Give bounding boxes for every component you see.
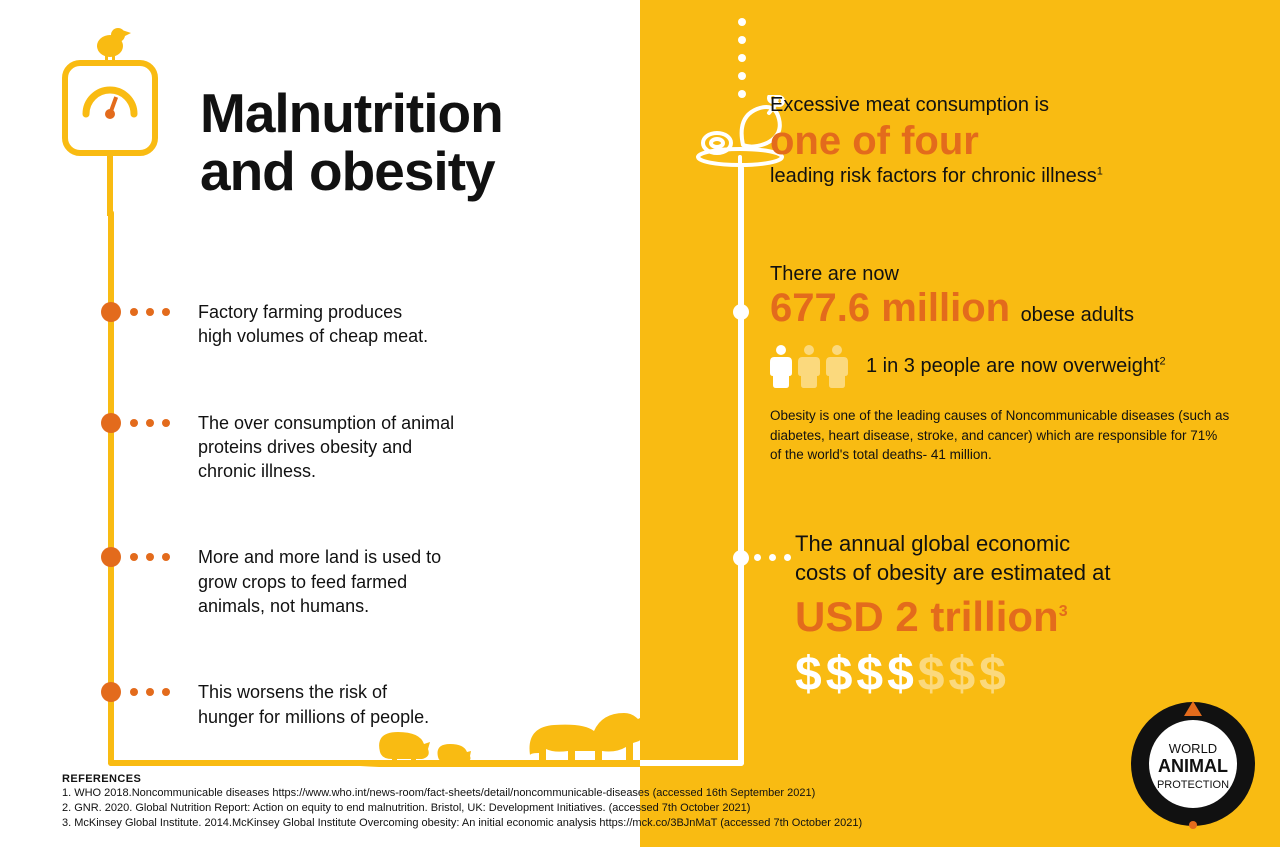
stat-lead: There are now bbox=[770, 263, 1240, 286]
dollar-row-icon: $$$$$$$ bbox=[795, 647, 1235, 702]
stat-block-risk-factor: Excessive meat consumption is one of fou… bbox=[770, 94, 1230, 188]
stat-tail: leading risk factors for chronic illness… bbox=[770, 165, 1230, 188]
stat-big: USD 2 trillion3 bbox=[795, 593, 1235, 641]
people-icon bbox=[770, 344, 848, 388]
farm-animals-icon bbox=[360, 697, 660, 767]
bullet-dot-icon bbox=[101, 413, 121, 433]
timeline-node-icon bbox=[733, 550, 749, 566]
list-item: The over consumption of animal proteins … bbox=[108, 411, 528, 484]
right-timeline-bottom bbox=[640, 760, 744, 766]
infographic-canvas: Malnutrition and obesity Factory farming… bbox=[0, 0, 1280, 847]
bullet-text: Factory farming produces high volumes of… bbox=[198, 300, 438, 349]
bullet-dot-icon bbox=[101, 302, 121, 322]
bullet-trail-icon bbox=[130, 419, 170, 427]
main-title: Malnutrition and obesity bbox=[200, 85, 503, 201]
world-animal-protection-logo: WORLD ANIMAL PROTECTION bbox=[1128, 699, 1258, 829]
list-item: More and more land is used to grow crops… bbox=[108, 545, 528, 618]
reference-line: 1. WHO 2018.Noncommunicable diseases htt… bbox=[62, 786, 1100, 801]
bullet-trail-icon bbox=[130, 308, 170, 316]
stat-lead: Excessive meat consumption is bbox=[770, 94, 1230, 117]
people-ratio-row: 1 in 3 people are now overweight2 bbox=[770, 344, 1240, 388]
reference-line: 3. McKinsey Global Institute. 2014.McKin… bbox=[62, 816, 1100, 831]
timeline-trail-icon bbox=[754, 554, 791, 561]
references-block: REFERENCES 1. WHO 2018.Noncommunicable d… bbox=[62, 772, 1100, 831]
timeline-node-icon bbox=[733, 304, 749, 320]
stat-block-obese-adults: There are now 677.6 million obese adults… bbox=[770, 263, 1240, 465]
svg-text:WORLD: WORLD bbox=[1169, 741, 1217, 756]
stat-after: obese adults bbox=[1021, 304, 1134, 326]
scale-icon bbox=[62, 60, 158, 156]
bullet-trail-icon bbox=[130, 553, 170, 561]
right-timeline-track bbox=[738, 165, 744, 766]
stat-big: one of four bbox=[770, 119, 1230, 163]
stat-block-economic-cost: The annual global economic costs of obes… bbox=[795, 530, 1235, 702]
references-heading: REFERENCES bbox=[62, 772, 1100, 787]
bullet-text: The over consumption of animal proteins … bbox=[198, 411, 458, 484]
reference-line: 2. GNR. 2020. Global Nutrition Report: A… bbox=[62, 801, 1100, 816]
bullet-text: More and more land is used to grow crops… bbox=[198, 545, 458, 618]
bullet-dot-icon bbox=[101, 682, 121, 702]
stat-big: 677.6 million bbox=[770, 286, 1010, 330]
stat-lead: The annual global economic costs of obes… bbox=[795, 530, 1235, 587]
right-dotted-lead-icon bbox=[738, 0, 746, 100]
list-item: Factory farming produces high volumes of… bbox=[108, 300, 528, 349]
stat-small-print: Obesity is one of the leading causes of … bbox=[770, 406, 1230, 465]
bullet-trail-icon bbox=[130, 688, 170, 696]
left-panel: Malnutrition and obesity Factory farming… bbox=[0, 0, 640, 847]
svg-text:PROTECTION: PROTECTION bbox=[1157, 779, 1229, 791]
svg-text:ANIMAL: ANIMAL bbox=[1158, 756, 1228, 776]
bullet-dot-icon bbox=[101, 547, 121, 567]
title-line-2: and obesity bbox=[200, 140, 495, 202]
stat-ratio: 1 in 3 people are now overweight2 bbox=[866, 355, 1166, 378]
title-line-1: Malnutrition bbox=[200, 82, 503, 144]
